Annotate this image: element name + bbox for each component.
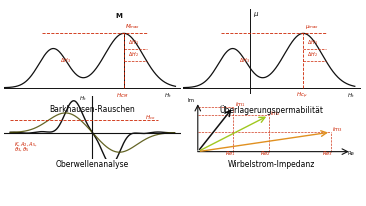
- Text: $\Delta H_2$: $\Delta H_2$: [128, 50, 139, 59]
- Text: $H_{co}$: $H_{co}$: [145, 113, 156, 122]
- Text: $Im_3$: $Im_3$: [332, 125, 343, 134]
- Text: $Re_2$: $Re_2$: [260, 150, 271, 158]
- Text: $H_t$: $H_t$: [79, 94, 86, 103]
- Text: M: M: [116, 13, 123, 19]
- Text: $\Delta H_3$: $\Delta H_3$: [239, 56, 250, 64]
- Text: $Re_1$: $Re_1$: [225, 150, 236, 158]
- Text: $Im_2$: $Im_2$: [270, 109, 281, 118]
- Text: $Hc_M$: $Hc_M$: [116, 91, 128, 100]
- Text: $\Delta H_2$: $\Delta H_2$: [307, 50, 318, 59]
- Text: $\vartheta_3, \vartheta_5$: $\vartheta_3, \vartheta_5$: [14, 145, 29, 154]
- Text: Wirbelstrom-Impedanz: Wirbelstrom-Impedanz: [228, 160, 315, 169]
- Text: $Hc_\mu$: $Hc_\mu$: [296, 91, 307, 101]
- Text: $Re_3$: $Re_3$: [322, 150, 333, 158]
- Text: Barkhausen-Rauschen: Barkhausen-Rauschen: [49, 105, 135, 114]
- Text: $\Delta H_1$: $\Delta H_1$: [307, 38, 318, 47]
- Text: Oberwellenanalyse: Oberwellenanalyse: [56, 160, 129, 169]
- Text: $K, A_2, A_5,$: $K, A_2, A_5,$: [14, 140, 38, 149]
- Text: Im: Im: [187, 98, 195, 103]
- Text: $\mu$: $\mu$: [253, 10, 259, 19]
- Text: $\Delta H_1$: $\Delta H_1$: [128, 38, 139, 47]
- Text: $H_t$: $H_t$: [347, 91, 355, 100]
- Text: $M_{max}$: $M_{max}$: [126, 22, 141, 31]
- Text: $\mu_{max}$: $\mu_{max}$: [305, 23, 319, 31]
- Text: Re: Re: [347, 151, 354, 156]
- Text: $\Delta H_3$: $\Delta H_3$: [60, 56, 71, 64]
- Text: $H_t$: $H_t$: [164, 91, 172, 100]
- Text: $Im_1$: $Im_1$: [235, 100, 246, 109]
- Text: Überlagerungspermabilität: Überlagerungspermabilität: [220, 105, 324, 115]
